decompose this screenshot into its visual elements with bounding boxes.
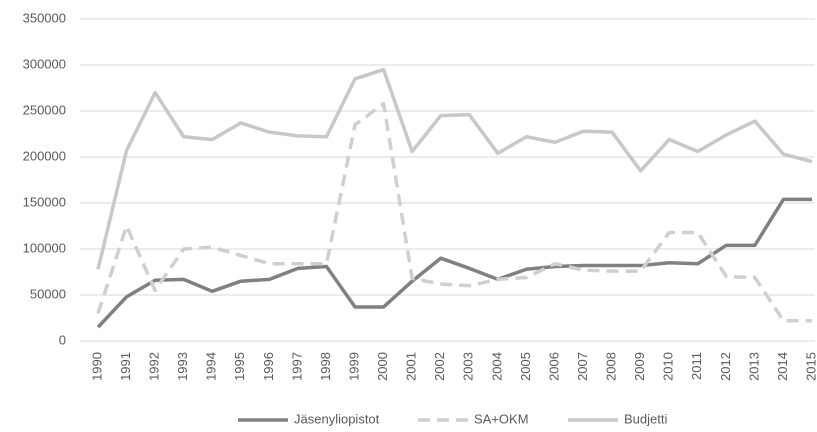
x-tick-label: 1992	[147, 352, 162, 381]
x-tick-label: 1990	[89, 352, 104, 381]
y-tick-label: 0	[59, 332, 66, 347]
x-tick-label: 1999	[346, 352, 361, 381]
legend-label: Budjetti	[624, 411, 667, 426]
x-tick-label: 2000	[375, 352, 390, 381]
x-tick-label: 1997	[289, 352, 304, 381]
x-tick-label: 1993	[175, 352, 190, 381]
line-series	[96, 197, 812, 329]
y-tick-label: 150000	[23, 194, 66, 209]
x-tick-label: 1991	[118, 352, 133, 381]
line-series	[96, 101, 812, 323]
x-tick-label: 1994	[204, 352, 219, 381]
legend-label: Jäsenyliopistot	[294, 411, 380, 426]
x-tick-label: 1998	[318, 352, 333, 381]
y-tick-label: 350000	[23, 10, 66, 25]
x-tick-label: 2001	[404, 352, 419, 381]
x-tick-label: 2007	[575, 352, 590, 381]
x-tick-label: 2009	[632, 352, 647, 381]
y-tick-label: 250000	[23, 102, 66, 117]
y-tick-label: 300000	[23, 56, 66, 71]
y-tick-label: 100000	[23, 240, 66, 255]
x-tick-label: 1995	[232, 352, 247, 381]
x-tick-label: 2010	[661, 352, 676, 381]
x-tick-label: 2015	[803, 352, 817, 381]
x-tick-label: 2003	[461, 352, 476, 381]
x-tick-label: 2012	[718, 352, 733, 381]
y-tick-label: 200000	[23, 148, 66, 163]
y-tick-label: 50000	[30, 286, 66, 301]
x-tick-label: 2011	[689, 352, 704, 380]
x-tick-label: 2014	[775, 352, 790, 381]
line-series	[96, 67, 813, 270]
x-tick-label: 2002	[432, 352, 447, 381]
x-tick-label: 2006	[546, 352, 561, 381]
x-tick-label: 2008	[604, 352, 619, 381]
legend-label: SA+OKM	[474, 411, 529, 426]
x-tick-label: 2005	[518, 352, 533, 381]
x-tick-label: 1996	[261, 352, 276, 381]
x-tick-label: 2013	[746, 352, 761, 381]
x-tick-label: 2004	[489, 352, 504, 381]
